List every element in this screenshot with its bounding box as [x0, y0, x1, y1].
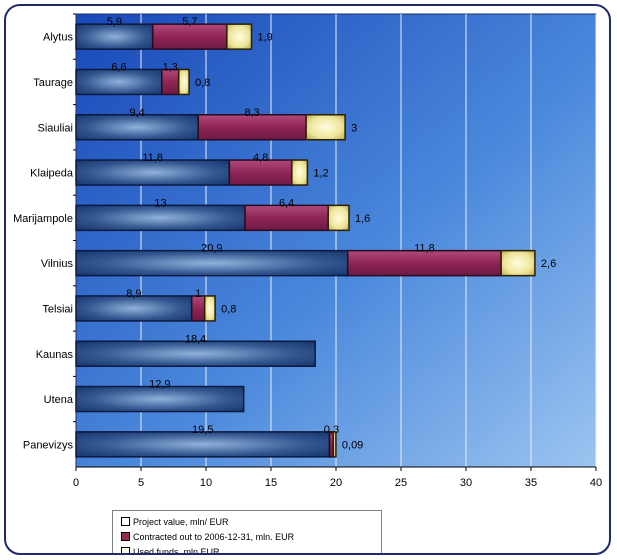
legend-label-contracted: Contracted out to 2006-12-31, mln. EUR	[133, 531, 295, 542]
data-label: 5,9	[107, 16, 122, 28]
data-label: 8,9	[126, 288, 141, 300]
bar-contracted	[151, 23, 228, 50]
data-label: 20,9	[201, 243, 222, 255]
legend-item-project: Project value, mln/ EUR	[121, 514, 381, 529]
data-label: 9,4	[129, 107, 144, 119]
x-tick-label: 0	[73, 477, 79, 489]
data-label: 11,8	[414, 243, 435, 255]
category-label: Alytus	[43, 32, 73, 44]
bar-project	[75, 340, 316, 367]
data-label: 6,6	[111, 61, 126, 73]
data-label: 12,9	[149, 379, 170, 391]
data-label: 0,8	[221, 303, 236, 315]
x-tick-label: 10	[200, 477, 212, 489]
category-label: Panevizys	[23, 439, 74, 451]
bar-contracted	[197, 114, 307, 141]
x-tick-label: 5	[138, 477, 144, 489]
x-tick-label: 30	[460, 477, 472, 489]
bar-used	[305, 114, 346, 141]
data-label: 13	[154, 197, 166, 209]
bar-used	[177, 68, 190, 96]
data-label: 0,8	[195, 77, 210, 89]
legend-item-used: Used funds, mln EUR	[121, 544, 381, 555]
category-label: Siauliai	[38, 122, 73, 134]
x-tick-label: 35	[525, 477, 537, 489]
chart-frame: 0 5 10 15 20 25 30 35 40 Alytus 5,9 5,7 1,9 Taurage 6,…	[4, 4, 611, 555]
data-label: 8,3	[245, 107, 260, 119]
data-label: 3	[351, 122, 357, 134]
x-tick-label: 15	[265, 477, 277, 489]
bar-project	[75, 159, 231, 186]
data-label: 0,09	[342, 439, 363, 451]
bar-contracted	[228, 159, 293, 186]
data-label: 19,5	[192, 424, 213, 436]
category-label: Taurage	[33, 77, 73, 89]
category-label: Klaipeda	[30, 168, 74, 180]
x-tick-label: 40	[590, 477, 602, 489]
category-label: Marijampole	[13, 213, 73, 225]
bar-used	[500, 249, 536, 277]
x-tick-label: 20	[330, 477, 342, 489]
chart-legend: Project value, mln/ EUR Contracted out t…	[112, 510, 382, 555]
data-label: 1,2	[313, 168, 328, 180]
x-tick-label: 25	[395, 477, 407, 489]
legend-swatch-used	[121, 547, 130, 553]
data-label: 1,6	[355, 213, 370, 225]
data-label: 1,3	[163, 61, 178, 73]
bar-used	[291, 159, 309, 186]
bar-project	[75, 249, 349, 277]
legend-label-project: Project value, mln/ EUR	[133, 516, 229, 527]
legend-label-used: Used funds, mln EUR	[133, 546, 220, 555]
chart-svg: 0 5 10 15 20 25 30 35 40 Alytus 5,9 5,7 1,9 Taurage 6,…	[13, 13, 602, 489]
bar-project	[75, 23, 154, 50]
bar-used	[203, 295, 216, 322]
data-label: 18,4	[185, 333, 206, 345]
bar-project	[75, 385, 245, 413]
bar-used	[226, 23, 253, 50]
bar-contracted	[346, 249, 502, 277]
bar-contracted	[244, 204, 329, 232]
bar-used	[332, 431, 337, 458]
data-label: 0,3	[324, 424, 339, 436]
category-label: Utena	[44, 394, 74, 406]
legend-swatch-project	[121, 517, 130, 526]
data-label: 2,6	[541, 258, 556, 270]
bar-project	[75, 431, 331, 458]
category-label: Telsiai	[42, 303, 73, 315]
data-label: 1,9	[258, 32, 273, 44]
data-label: 11,8	[142, 152, 163, 164]
data-label: 6,4	[279, 197, 294, 209]
legend-swatch-contracted	[121, 532, 130, 541]
data-label: 1	[195, 288, 201, 300]
data-label: 5,7	[182, 16, 197, 28]
bar-used	[327, 204, 350, 232]
legend-item-contracted: Contracted out to 2006-12-31, mln. EUR	[121, 529, 381, 544]
category-label: Kaunas	[36, 349, 74, 361]
data-label: 4,8	[253, 152, 268, 164]
category-label: Vilnius	[41, 258, 74, 270]
